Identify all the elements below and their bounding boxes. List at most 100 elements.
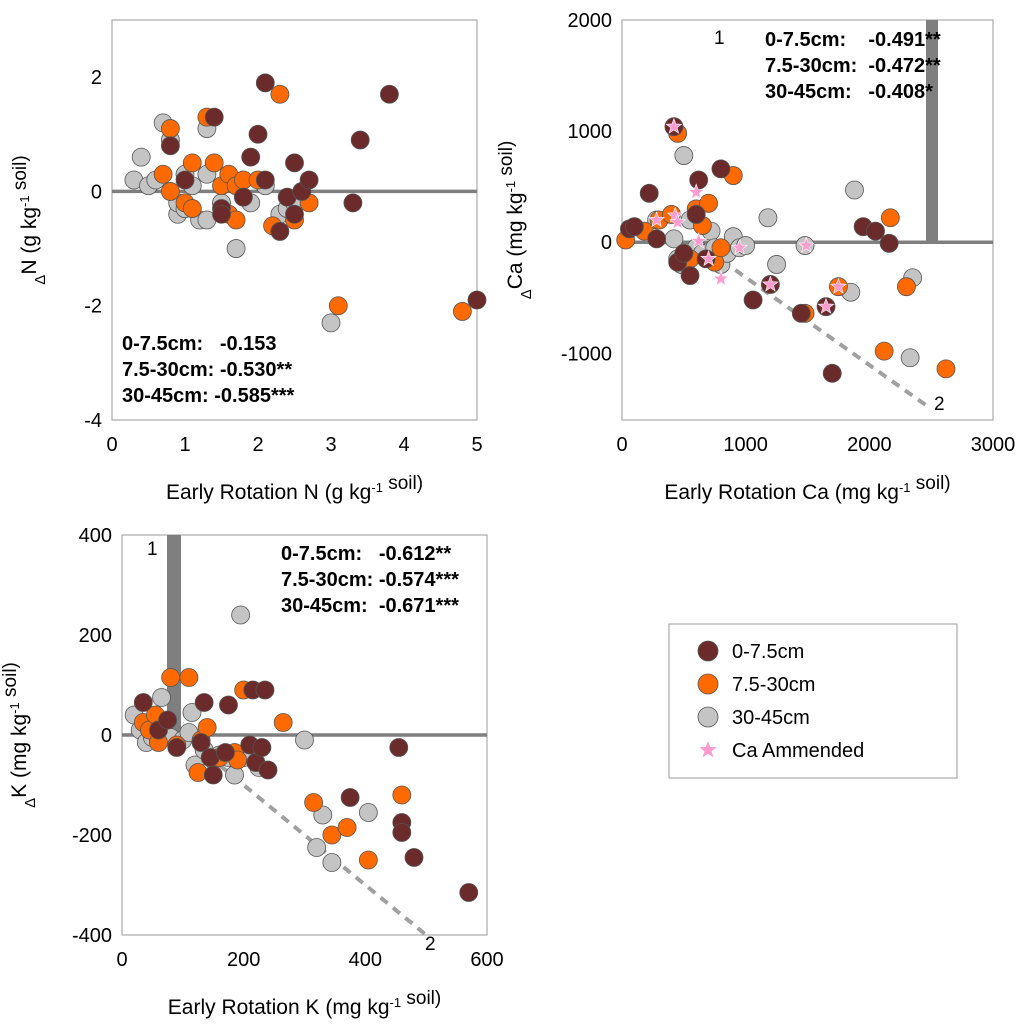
y-tick-label-Ca: 2000 [568, 10, 613, 32]
legend-star-icon [699, 741, 717, 758]
legend-label: 30-45cm [732, 707, 810, 729]
threshold-bar-K [167, 535, 181, 735]
chart-K: 0 200 400 600 -400 -200 0 200 400 1 2 0-7.5cm: -0.6… [0, 525, 504, 1019]
y-axis-label-Ca: ΔCa (mg kg-1 soil) [496, 141, 535, 300]
data-point-Ca [689, 170, 709, 190]
x-tick-label-Ca: 0 [616, 434, 627, 456]
data-star-Ca [648, 211, 666, 228]
x-axis-label-tail: soil) [401, 988, 441, 1009]
y-tick-label-N: -4 [84, 410, 102, 432]
y-tick-label-K: -400 [72, 925, 112, 947]
data-point-N [299, 170, 319, 190]
y-tick-label-Ca: -1000 [561, 343, 612, 365]
data-point-Ca [845, 180, 864, 200]
series-K-0-7.5cm [133, 680, 479, 902]
data-point-N [328, 296, 348, 316]
y-tick-label-N: -2 [84, 296, 102, 318]
data-point-N [270, 222, 290, 241]
data-point-K [255, 680, 275, 700]
data-star-Ca [665, 117, 683, 134]
x-tick-label-K: 600 [470, 949, 503, 971]
data-point-Ca [897, 277, 916, 297]
data-point-N [131, 147, 151, 167]
y-axis-label-main: Ca (mg kg [504, 192, 527, 289]
x-tick-label-K: 200 [227, 949, 260, 971]
data-point-N [153, 164, 173, 184]
x-axis-label-main: Early Rotation K (mg kg [168, 996, 390, 1019]
legend: 0-7.5cm 7.5-30cm 30-45cm Ca Ammended [668, 623, 958, 779]
correlation-annotation-Ca: 7.5-30cm: -0.472** [765, 55, 941, 77]
data-point-Ca [822, 363, 842, 383]
data-point-Ca [900, 348, 920, 368]
legend-label: Ca Ammended [732, 740, 864, 762]
x-tick-label-Ca: 3000 [971, 434, 1016, 456]
legend-marker [697, 673, 719, 695]
data-point-Ca [699, 193, 718, 213]
x-axis-label-Ca: Early Rotation Ca (mg kg-1 soil) [664, 473, 950, 505]
data-star-Ca [666, 206, 684, 223]
x-tick-label-N: 4 [398, 434, 409, 456]
data-point-Ca [936, 359, 956, 379]
y-axis-label-delta: Δ [22, 798, 39, 808]
data-point-K [194, 693, 214, 712]
data-point-Ca [866, 221, 885, 241]
data-point-K [273, 713, 293, 732]
data-point-K [389, 738, 409, 757]
data-point-K [179, 668, 199, 687]
threshold-bar-Ca [926, 20, 938, 243]
data-point-Ca [743, 290, 763, 310]
data-point-K [191, 733, 211, 752]
line-label-2-Ca: 2 [934, 394, 945, 415]
x-axis-label-sup: -1 [371, 480, 383, 495]
y-tick-label-N: 0 [91, 181, 102, 203]
data-star-Ca [761, 275, 779, 292]
x-tick-label-K: 400 [349, 949, 382, 971]
correlation-annotation-N: 30-45cm: -0.585*** [122, 385, 295, 407]
data-point-Ca [767, 255, 786, 274]
data-point-Ca [680, 266, 700, 285]
depletion-line-Ca [695, 240, 933, 411]
data-point-N [270, 84, 290, 104]
data-point-N [175, 170, 195, 190]
y-axis-label-sup: -1 [503, 181, 518, 193]
y-axis-label-tail: soil) [10, 155, 31, 195]
data-point-K [358, 850, 378, 870]
data-star-Ca [731, 238, 748, 255]
data-point-K [322, 853, 342, 872]
y-axis-label-tail: soil) [496, 141, 517, 181]
x-tick-label-N: 3 [325, 434, 336, 456]
data-point-K [337, 818, 357, 837]
y-axis-label-main: N (g kg [18, 207, 41, 275]
data-point-N [379, 84, 399, 104]
data-point-K [152, 688, 171, 707]
data-point-N [233, 187, 253, 207]
correlation-annotation-K: 30-45cm: -0.671*** [281, 595, 459, 617]
data-point-Ca [624, 217, 644, 237]
data-point-K [304, 793, 324, 812]
series-N-0-7.5cm [160, 73, 487, 310]
correlation-annotation-N: 7.5-30cm: -0.530** [122, 359, 292, 381]
data-point-K [258, 760, 278, 780]
x-axis-label-sup: -1 [390, 995, 402, 1010]
data-point-N [204, 153, 224, 173]
x-tick-label-N: 0 [106, 434, 117, 456]
data-point-K [252, 738, 272, 757]
data-star-Ca [829, 277, 847, 294]
data-point-N [212, 204, 231, 224]
data-star-Ca [817, 297, 835, 314]
y-axis-label-main: K (mg kg [8, 714, 31, 798]
x-tick-label-K: 0 [116, 949, 127, 971]
data-point-N [226, 239, 246, 258]
data-point-Ca [874, 341, 894, 361]
series-Ca-Ca Ammended [648, 117, 847, 314]
y-axis-label-sup: -1 [17, 195, 32, 207]
data-point-N [285, 204, 304, 224]
data-point-Ca [711, 159, 731, 179]
data-point-Ca [647, 229, 667, 249]
data-star-Ca [690, 232, 708, 249]
line-label-1-K: 1 [147, 539, 158, 560]
x-tick-label-N: 2 [252, 434, 263, 456]
data-point-K [203, 765, 223, 785]
x-tick-label-Ca: 2000 [847, 434, 892, 456]
